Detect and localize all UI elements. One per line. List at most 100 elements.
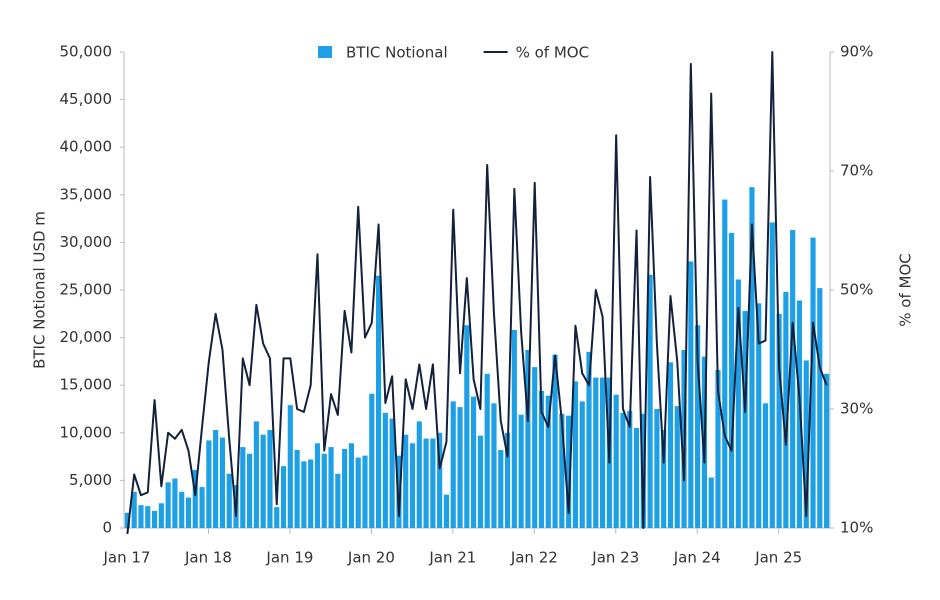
bar [308,459,314,528]
bar [484,373,490,528]
bar [511,329,517,528]
y2-tick-label: 10% [840,519,873,537]
bar [593,377,599,528]
bar [457,407,463,528]
bar [762,403,769,528]
y-tick-label: 40,000 [60,138,113,156]
bar [450,401,456,528]
legend-label: BTIC Notional [346,44,448,62]
bar [403,434,409,528]
bar [219,437,226,528]
bar [287,405,293,528]
bar [158,503,164,528]
bar [661,429,667,528]
bar [776,313,782,528]
bar [647,274,653,528]
bar [552,354,558,528]
bar [471,396,477,528]
bar [165,482,171,528]
x-tick-label: Jan 22 [510,549,558,567]
bar [491,403,497,528]
y-tick-label: 10,000 [60,423,113,441]
bar [559,413,565,528]
bar [790,230,796,529]
bar [477,435,483,528]
bar [443,494,450,528]
bar [620,412,626,528]
y2-tick-label: 70% [840,162,873,180]
x-tick-label: Jan 18 [184,549,232,567]
bar [124,512,130,528]
y2-axis-label: % of MOC [897,253,915,326]
bar [362,455,368,528]
bar [138,505,144,528]
bar [240,447,246,528]
bar [396,455,402,528]
bar [579,401,585,528]
bar [810,237,816,528]
bar [722,199,728,528]
y-tick-label: 30,000 [60,233,113,251]
bar [695,325,701,528]
y-axis-label: BTIC Notional USD m [31,211,49,369]
y-tick-label: 25,000 [60,281,113,299]
legend-label: % of MOC [516,44,589,62]
bar [532,367,538,528]
x-tick-label: Jan 24 [673,549,721,567]
bar [667,362,674,528]
bar [416,421,422,528]
bar [199,487,205,528]
bar [803,360,809,528]
bar [430,438,436,528]
bar [674,406,680,528]
bar [633,428,640,528]
x-tick-label: Jan 17 [103,549,151,567]
bar [382,412,388,528]
bar [817,288,823,528]
legend-swatch [318,46,332,58]
bar [525,349,531,528]
bar [267,429,273,528]
bar [464,325,470,528]
bar [375,275,382,528]
bar [247,453,253,528]
y-tick-label: 5,000 [69,471,112,489]
bar [131,491,137,528]
bar [742,310,748,528]
bar [728,232,735,528]
y2-tick-label: 90% [840,43,873,61]
bar [253,421,259,528]
bar [321,453,327,528]
bar [280,466,287,528]
bar [369,393,375,528]
y-tick-label: 20,000 [60,328,113,346]
bar [586,351,592,528]
bar [545,395,551,528]
y-tick-label: 0 [102,519,112,537]
bar [185,497,192,528]
bar [151,510,158,528]
bar [206,440,212,528]
bar [348,443,354,528]
bar [274,507,280,528]
bar [688,261,694,528]
bar [355,457,361,528]
bar [640,413,646,528]
bar [756,303,762,528]
bar [145,506,151,528]
x-tick-label: Jan 21 [428,549,476,567]
x-tick-label: Jan 20 [347,549,395,567]
bar [294,449,300,528]
y2-tick-label: 30% [840,400,873,418]
bar [335,473,341,528]
bar [192,469,198,528]
bar [437,432,443,528]
bar [566,415,572,528]
bar [260,434,266,528]
y-tick-label: 15,000 [60,376,113,394]
y-tick-label: 50,000 [60,43,113,61]
bar [538,390,545,528]
bar [504,432,511,528]
bar [572,381,579,528]
